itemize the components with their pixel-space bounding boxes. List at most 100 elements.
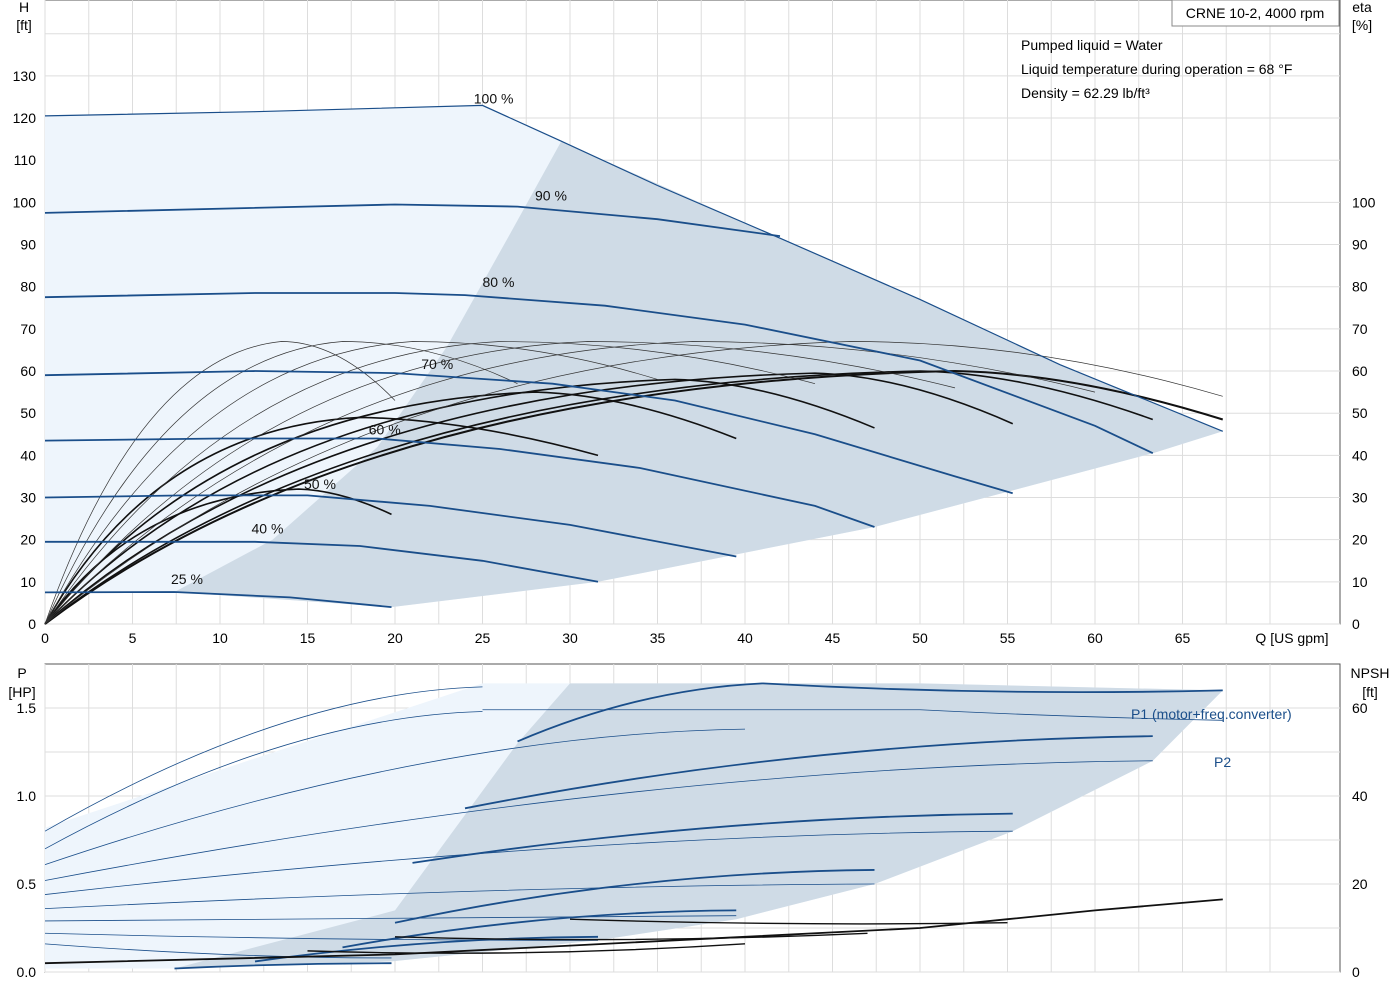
x-tick-label: 5	[129, 630, 137, 646]
x-tick-label: 35	[650, 630, 666, 646]
power-curve-p1	[464, 735, 1153, 810]
y2-tick-label: 60	[1352, 363, 1368, 379]
power-axis-unit: [HP]	[8, 684, 35, 700]
y2-tick-label: 50	[1352, 405, 1368, 421]
speed-curve	[44, 370, 1013, 495]
npsh-axis-label: NPSH	[1351, 665, 1390, 681]
power-curve-panel: 0.0 0.5 1.0 1.5 0 20 40 60	[17, 663, 1368, 980]
y-tick-label: 100	[13, 194, 37, 210]
legend-p2: P2	[1214, 754, 1231, 770]
efficiency-curve-thin	[44, 341, 396, 625]
y-tick-label: 30	[20, 490, 36, 506]
best-efficiency-area	[174, 141, 1223, 608]
power-curve-p1	[394, 869, 875, 924]
y2-tick-label: 80	[1352, 279, 1368, 295]
power-tick-label: 1.5	[17, 700, 37, 716]
efficiency-curve	[44, 370, 1224, 625]
speed-curve	[44, 494, 737, 558]
efficiency-curve	[44, 378, 875, 625]
y-tick-label: 0	[28, 616, 36, 632]
y2-tick-label: 20	[1352, 532, 1368, 548]
title-box: CRNE 10-2, 4000 rpm	[1171, 0, 1340, 27]
y-tick-label: 20	[20, 532, 36, 548]
power-curve-p2	[44, 686, 483, 832]
speed-curve	[44, 292, 1154, 455]
npsh-curve-speed	[569, 918, 1008, 925]
eta-axis-label: eta	[1352, 0, 1372, 15]
speed-curve-label: 100 %	[474, 90, 514, 106]
npsh-tick-label: 60	[1352, 700, 1368, 716]
power-curve-p2-max	[482, 709, 1223, 721]
npsh-curve-speed	[394, 932, 868, 941]
power-curve-p2	[44, 728, 746, 866]
y2-tick-label: 90	[1352, 237, 1368, 253]
y2-tick-label: 70	[1352, 321, 1368, 337]
speed-curve	[45, 540, 599, 583]
efficiency-curve-thin	[44, 341, 956, 625]
x-tick-label: 45	[825, 630, 841, 646]
x-tick-label: 0	[41, 630, 49, 646]
x-tick-label: 30	[562, 630, 578, 646]
head-curve-panel: 100 % 90 % 80 % 70 % 60 % 50 % 40 % 25 % 0 5 10 15 2…	[13, 0, 1376, 646]
y2-tick-label: 100	[1352, 194, 1376, 210]
head-axis-label: H	[19, 0, 29, 15]
speed-curve-label: 60 %	[369, 421, 401, 437]
eta-axis-unit: [%]	[1352, 17, 1372, 33]
y2-tick-label: 40	[1352, 447, 1368, 463]
power-curve-p1	[174, 962, 392, 970]
x-tick-label: 20	[387, 630, 403, 646]
y-tick-label: 130	[13, 68, 37, 84]
efficiency-curve-thin	[44, 341, 518, 625]
speed-curve-label: 25 %	[171, 571, 203, 587]
speed-curve-label: 40 %	[252, 520, 284, 536]
npsh-curve-speed	[307, 943, 746, 954]
y-tick-label: 10	[20, 574, 36, 590]
x-tick-label: 25	[475, 630, 491, 646]
efficiency-curve	[44, 391, 737, 625]
x-tick-label: 60	[1087, 630, 1103, 646]
info-line-liquid: Pumped liquid = Water	[1021, 37, 1163, 53]
x-tick-label: 10	[212, 630, 228, 646]
npsh-curve	[44, 898, 1223, 965]
power-curve-p2	[44, 932, 599, 941]
info-line-temperature: Liquid temperature during operation = 68…	[1021, 61, 1292, 77]
y-tick-label: 80	[20, 279, 36, 295]
x-tick-label: 55	[1000, 630, 1016, 646]
x-tick-label: 40	[737, 630, 753, 646]
efficiency-curve	[44, 416, 599, 625]
efficiency-curve-thin	[44, 341, 1096, 625]
power-curve-p1	[254, 935, 599, 963]
x-tick-label: 50	[912, 630, 928, 646]
power-curve-p2	[44, 883, 875, 910]
power-curve-p2	[44, 830, 1013, 895]
x-tick-label: 15	[300, 630, 316, 646]
speed-curve-label: 70 %	[421, 356, 453, 372]
flow-axis-label: Q [US gpm]	[1255, 630, 1328, 646]
power-curve-p1	[517, 682, 763, 743]
power-tick-label: 0.5	[17, 876, 37, 892]
info-line-density: Density = 62.29 lb/ft³	[1021, 85, 1150, 101]
y2-tick-label: 30	[1352, 490, 1368, 506]
speed-curve-label: 80 %	[483, 274, 515, 290]
power-tick-label: 1.0	[17, 788, 37, 804]
power-curve-p1	[412, 812, 1013, 864]
y-tick-label: 120	[13, 110, 37, 126]
y-tick-label: 40	[20, 447, 36, 463]
speed-curve	[44, 437, 875, 528]
power-curve-p2	[44, 711, 483, 850]
efficiency-curve-thin	[44, 341, 658, 625]
npsh-tick-label: 20	[1352, 876, 1368, 892]
speed-curve-label: 50 %	[304, 476, 336, 492]
power-tick-label: 0.0	[17, 964, 37, 980]
efficiency-curve	[44, 370, 1154, 625]
power-curve-p1	[762, 682, 1223, 694]
y2-tick-label: 0	[1352, 616, 1360, 632]
pump-model-title: CRNE 10-2, 4000 rpm	[1186, 5, 1325, 21]
speed-curve	[44, 591, 392, 608]
npsh-axis-unit: [ft]	[1362, 684, 1378, 700]
speed-curve-label: 90 %	[535, 187, 567, 203]
y-tick-label: 110	[14, 152, 37, 168]
efficiency-curve-thin	[44, 341, 1223, 625]
npsh-tick-label: 40	[1352, 788, 1368, 804]
